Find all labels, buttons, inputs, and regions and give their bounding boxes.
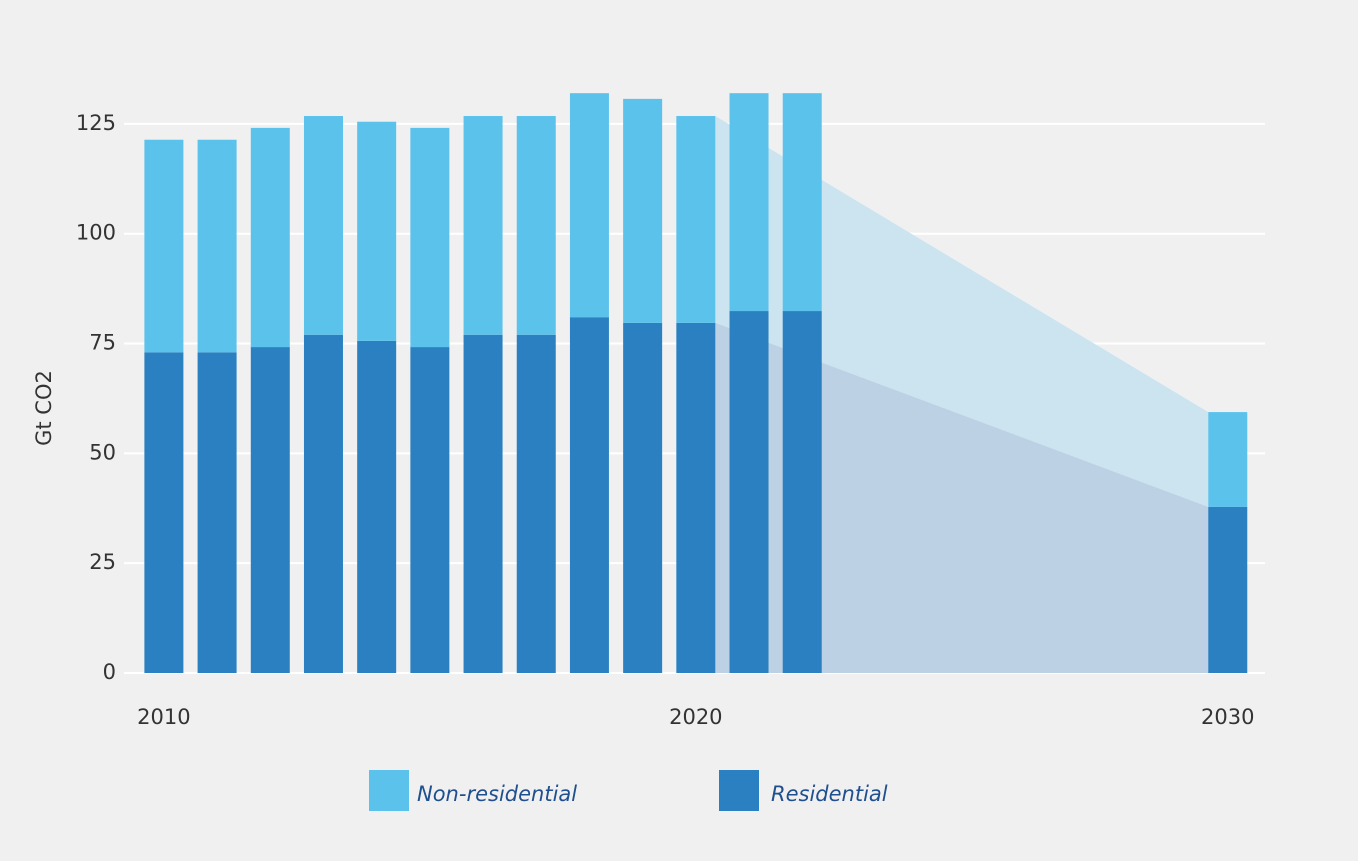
bar-segment: [569, 93, 609, 318]
bar-segment: [197, 352, 237, 673]
y-tick-label: 100: [76, 221, 116, 245]
y-axis-label: Gt CO2: [32, 370, 56, 446]
x-tick-label: 2010: [137, 705, 190, 729]
y-tick-label: 25: [89, 550, 116, 574]
bar-segment: [569, 317, 609, 673]
y-tick-label: 125: [76, 111, 116, 135]
bar-segment: [623, 322, 663, 673]
bar-segment: [729, 311, 769, 673]
bar-segment: [144, 352, 184, 673]
x-tick-label: 2020: [669, 705, 722, 729]
legend-label: Residential: [771, 782, 888, 806]
bar-segment: [729, 93, 769, 312]
bar-segment: [410, 347, 450, 673]
bar-segment: [250, 347, 290, 673]
bar-segment: [197, 139, 237, 353]
bar-segment: [676, 116, 716, 323]
bar-segment: [303, 116, 343, 335]
bar-segment: [623, 98, 663, 323]
bar-segment: [516, 116, 556, 335]
legend-label: Non-residential: [417, 782, 577, 806]
bar-segment: [782, 93, 822, 312]
bar-segment: [144, 139, 184, 353]
bar-segment: [463, 116, 503, 335]
bar-segment: [357, 340, 397, 673]
y-tick-label: 50: [89, 440, 116, 464]
legend-swatch: [719, 770, 759, 811]
bar-segment: [303, 334, 343, 673]
x-tick-label: 2030: [1201, 705, 1254, 729]
bar-segment: [410, 127, 450, 348]
bar-segment: [516, 334, 556, 673]
bar-segment: [357, 121, 397, 341]
bar-segment: [1208, 506, 1248, 673]
legend-swatch: [369, 770, 409, 811]
bar-segment: [782, 311, 822, 673]
bar-segment: [1208, 412, 1248, 507]
bar-segment: [463, 334, 503, 673]
bar-segment: [250, 127, 290, 348]
bar-segment: [676, 322, 716, 673]
y-tick-label: 0: [103, 660, 116, 684]
pathway-area: [715, 322, 1209, 673]
y-tick-label: 75: [89, 331, 116, 355]
